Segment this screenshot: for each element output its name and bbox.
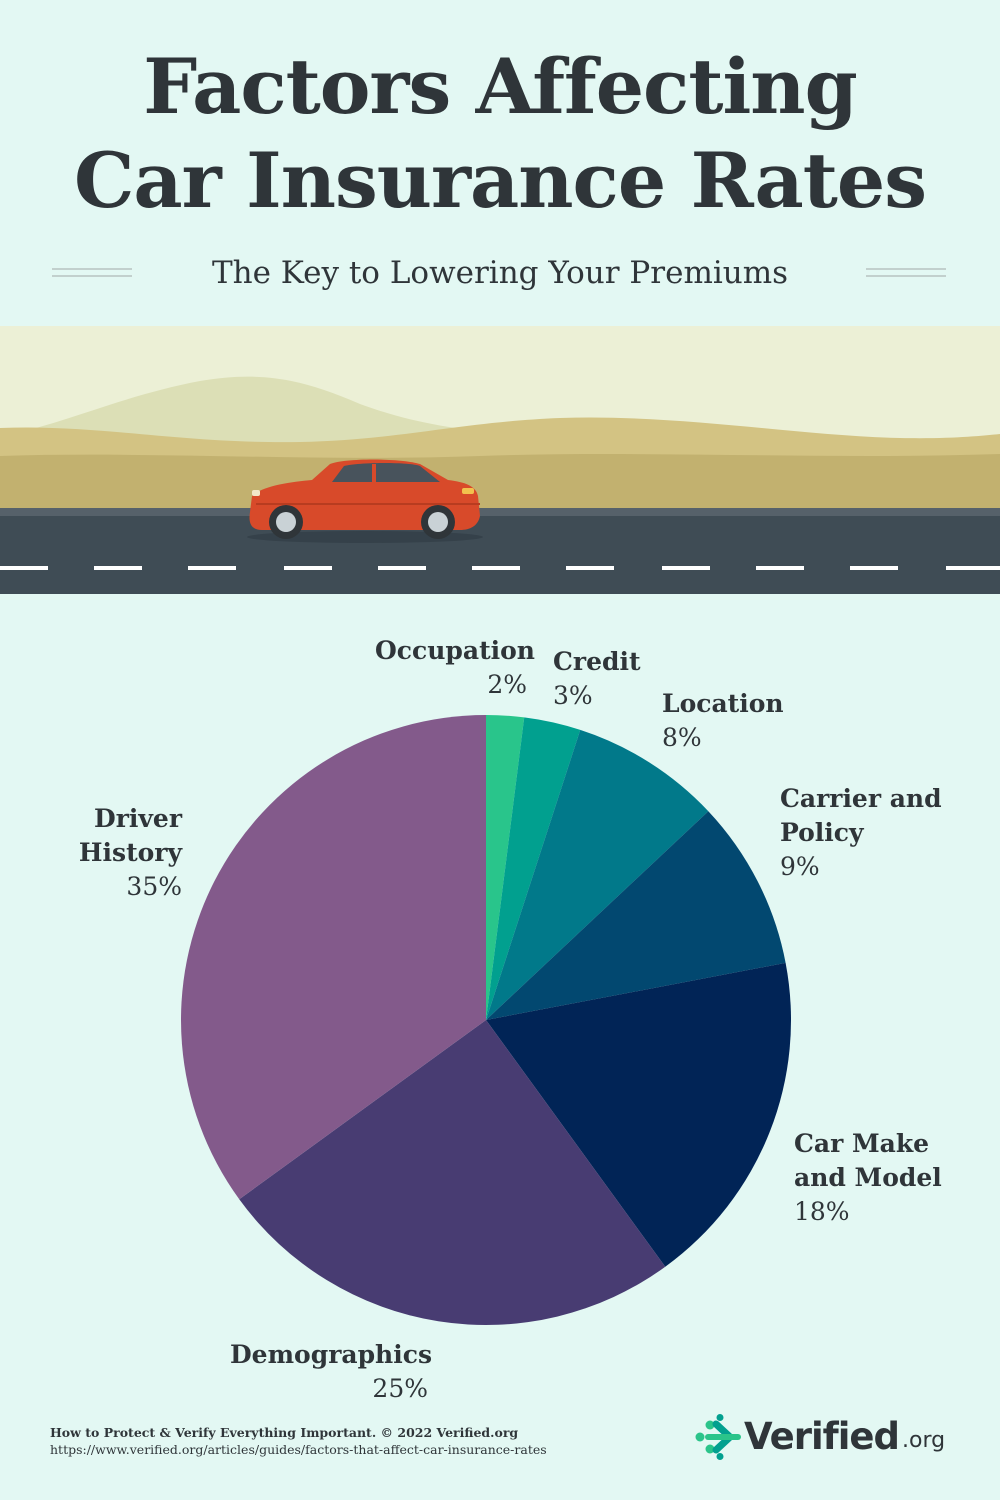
title-line-1: Factors Affecting — [143, 42, 857, 131]
verified-logo: Verified .org — [694, 1412, 954, 1462]
title-line-2: Car Insurance Rates — [73, 136, 927, 225]
pie-label-percent: 9% — [780, 852, 820, 881]
pie-label-name: Driver History — [78, 804, 182, 867]
pie-label-percent: 25% — [372, 1374, 428, 1403]
pie-label-percent: 8% — [662, 723, 702, 752]
decorative-rule-left — [52, 268, 132, 277]
subtitle: The Key to Lowering Your Premiums — [211, 255, 789, 291]
pie-label-location: Location 8% — [662, 687, 822, 755]
pie-slices — [181, 715, 792, 1325]
logo-tld: .org — [902, 1428, 946, 1453]
page-title: Factors Affecting Car Insurance Rates — [0, 40, 1000, 228]
pie-label-credit: Credit 3% — [553, 645, 673, 713]
pie-slice-driver-history — [181, 715, 487, 1200]
pie-label-name: Car Make and Model — [794, 1129, 942, 1192]
road — [0, 516, 1000, 594]
pie-label-percent: 2% — [487, 670, 527, 699]
pie-slice-demographics — [239, 1020, 666, 1325]
pie-chart — [181, 715, 792, 1325]
pie-label-name: Demographics — [230, 1340, 433, 1369]
pie-label-percent: 35% — [126, 872, 182, 901]
pie-label-car-make-and-model: Car Make and Model 18% — [794, 1127, 974, 1229]
footer-url: https://www.verified.org/articles/guides… — [50, 1442, 547, 1457]
lane-markings — [0, 566, 1000, 570]
car-road-illustration — [0, 326, 1000, 594]
decorative-rule-right — [866, 268, 946, 277]
pie-label-name: Location — [662, 689, 784, 718]
pie-slice-carrier-and-policy — [486, 811, 786, 1020]
pie-label-name: Credit — [553, 647, 641, 676]
footer-credit: How to Protect & Verify Everything Impor… — [50, 1425, 519, 1440]
pie-label-name: Carrier and Policy — [780, 784, 942, 847]
logo-name: Verified — [744, 1415, 900, 1458]
pie-slice-car-make-and-model — [486, 962, 792, 1267]
pie-label-occupation: Occupation 2% — [375, 634, 535, 702]
pie-label-driver-history: Driver History 35% — [40, 802, 182, 904]
pie-label-percent: 18% — [794, 1197, 850, 1226]
red-car-icon — [247, 459, 483, 543]
pie-label-demographics: Demographics 25% — [230, 1338, 432, 1406]
pie-slice-occupation — [486, 715, 525, 1020]
pie-label-name: Occupation — [375, 636, 535, 665]
pie-label-percent: 3% — [553, 681, 593, 710]
arrows-dots-icon — [695, 1414, 741, 1460]
road-curb — [0, 508, 1000, 516]
footer: How to Protect & Verify Everything Impor… — [50, 1424, 690, 1458]
pie-label-carrier-and-policy: Carrier and Policy 9% — [780, 782, 960, 884]
pie-slice-credit — [486, 717, 581, 1020]
pie-slice-location — [486, 729, 709, 1020]
subtitle-row: The Key to Lowering Your Premiums — [0, 250, 1000, 296]
